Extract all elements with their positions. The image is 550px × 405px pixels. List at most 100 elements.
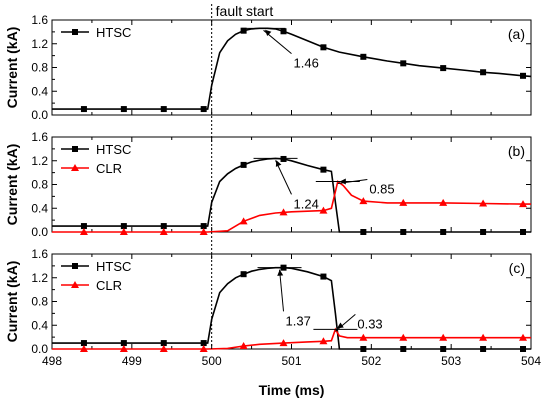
panel-2-series-clr-marker — [439, 198, 448, 206]
panel-1-series-htsc-marker — [320, 44, 327, 51]
panel-3-series-htsc-marker — [400, 346, 407, 352]
panel-3-series-htsc-marker — [200, 340, 207, 347]
panel-3-y-tick-label: 0.8 — [31, 295, 48, 309]
panel-2-y-tick-label: 0.0 — [31, 225, 48, 239]
panel-2-series-htsc-marker — [520, 229, 527, 235]
panel-2-series-clr-marker — [279, 208, 288, 216]
panel-3-series-clr-marker — [479, 333, 488, 341]
panel-1-y-tick-label: 0.8 — [31, 61, 48, 75]
panel-2-series-htsc-marker — [400, 229, 407, 235]
panel-3-y-tick-label: 0.4 — [31, 318, 48, 332]
panel-3-series-htsc-marker — [480, 346, 487, 352]
panel-2-series-clr-marker — [479, 199, 488, 207]
panel-2-series-htsc-marker — [440, 229, 447, 235]
panel-2-series-htsc-marker — [360, 229, 367, 235]
panel-1-y-tick-label: 0.0 — [31, 108, 48, 122]
panel-2-series-htsc-marker — [120, 223, 127, 230]
panel-2-series-clr-legend-marker — [71, 164, 79, 171]
panel-3-series-htsc-marker — [360, 346, 367, 352]
panel-3-series-clr-marker — [79, 345, 88, 352]
panel-2-series-htsc-marker — [200, 223, 207, 230]
panel-1-series-htsc-line — [52, 27, 532, 110]
panel-3-y-axis-title: Current (kA) — [4, 261, 20, 343]
x-tick-label: 501 — [281, 354, 301, 368]
panel-1-series-htsc-marker — [400, 60, 407, 67]
panel-2-annotation-1-arrowhead — [275, 160, 282, 167]
panel-3-series-htsc-marker — [160, 340, 167, 347]
panel-3-annotation-2-arrowhead — [337, 322, 344, 329]
panel-3-series-clr-marker — [399, 333, 408, 341]
panel-2-series-htsc-marker — [280, 155, 287, 162]
panel-2-series-clr-marker — [519, 200, 528, 208]
x-tick-label: 504 — [521, 354, 541, 368]
panel-1-series-htsc-marker — [200, 106, 207, 113]
panel-1-series-htsc-marker — [280, 28, 287, 35]
panel-2-series-htsc-legend-marker — [72, 146, 78, 152]
panel-3-annotation-2-arrow — [335, 313, 356, 332]
panel-2-series-clr-marker — [359, 197, 368, 205]
panel-1-series-htsc-marker — [120, 106, 127, 113]
panel-3-series-clr-marker — [319, 337, 328, 345]
x-tick-label: 498 — [42, 354, 62, 368]
panel-2-series-htsc-marker — [480, 229, 487, 235]
panel-3-annotation-1-arrow — [279, 269, 285, 312]
panel-2-series-clr-marker — [399, 198, 408, 206]
panel-1-series-htsc-marker — [520, 72, 527, 79]
panel-2-y-tick-label: 1.6 — [31, 130, 48, 144]
x-tick-label: 500 — [202, 354, 222, 368]
panel-3-series-clr-marker — [119, 345, 128, 352]
x-tick-label: 502 — [361, 354, 381, 368]
panel-3-series-htsc-legend-label: HTSC — [96, 259, 131, 274]
panel-1-series-htsc-marker — [240, 27, 247, 34]
panel-2-series-htsc-marker — [320, 166, 327, 173]
panel-3-series-clr-marker — [439, 333, 448, 341]
panel-3-series-htsc-marker — [520, 346, 527, 352]
panel-2-series-htsc-legend-label: HTSC — [96, 142, 131, 157]
panel-2-y-tick-label: 1.2 — [31, 154, 48, 168]
x-tick-label: 499 — [122, 354, 142, 368]
panel-3-series-htsc-marker — [120, 340, 127, 347]
fault-start-label: fault start — [216, 3, 274, 19]
panel-3-series-clr-legend-label: CLR — [96, 278, 122, 293]
panel-2-annotation-1-label: 1.24 — [294, 196, 319, 211]
panel-3-series-htsc-marker — [320, 273, 327, 280]
panel-2-y-tick-label: 0.4 — [31, 201, 48, 215]
panel-1-series-htsc-marker — [80, 106, 87, 113]
panel-2-annotation-1-arrow — [275, 160, 292, 195]
panel-2-panel-label: (b) — [508, 143, 525, 159]
panel-1-annotation-1-arrowhead — [264, 29, 272, 37]
panel-2-series-clr-marker — [199, 228, 208, 235]
panel-3-series-clr-marker — [359, 333, 368, 341]
panel-3-annotation-1-label: 1.37 — [286, 313, 311, 328]
panel-2-series-htsc-marker — [160, 223, 167, 230]
panel-3-y-tick-label: 1.6 — [31, 247, 48, 261]
panel-2-series-htsc-marker — [80, 223, 87, 230]
panel-1-y-axis-title: Current (kA) — [4, 27, 20, 109]
panel-2-series-htsc-marker — [240, 161, 247, 168]
panel-1-y-tick-label: 1.6 — [31, 13, 48, 27]
panel-3-annotation-1-arrowhead — [277, 269, 284, 276]
panel-3-y-tick-label: 1.2 — [31, 271, 48, 285]
panel-1-panel-label: (a) — [508, 26, 525, 42]
panel-3-series-htsc-line — [52, 266, 531, 350]
panel-3-y-tick-label: 0.0 — [31, 342, 48, 356]
panel-2-annotation-2-arrowhead — [339, 178, 346, 185]
panel-3-series-htsc-marker — [80, 340, 87, 347]
panel-1-series-htsc-marker — [360, 53, 367, 60]
panel-3-series-htsc-legend-marker — [72, 263, 78, 269]
panel-3-series-clr-marker — [519, 333, 528, 341]
panel-3-series-htsc-marker — [240, 271, 247, 278]
panel-3-annotation-2-label: 0.33 — [357, 316, 382, 331]
panel-1-series-htsc-marker — [440, 65, 447, 72]
panel-2-series-clr-legend-label: CLR — [96, 161, 122, 176]
panel-2-annotation-2-label: 0.85 — [369, 182, 394, 197]
panel-1-y-tick-label: 1.2 — [31, 37, 48, 51]
x-axis-title: Time (ms) — [259, 382, 325, 398]
panel-3-series-clr-marker — [279, 339, 288, 347]
panel-2-series-clr-marker — [319, 206, 328, 214]
panel-2-series-clr-marker — [79, 228, 88, 235]
panel-3-series-clr-marker — [199, 345, 208, 352]
panel-2-series-clr-marker — [119, 228, 128, 235]
